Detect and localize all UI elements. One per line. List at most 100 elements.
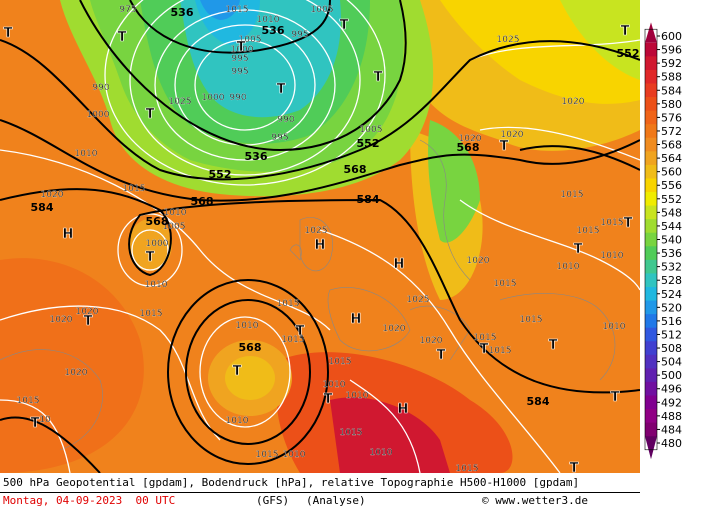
pressure-label: 1020 [562, 97, 585, 107]
colorbar-swatch [645, 354, 657, 369]
colorbar-label: 512 [661, 328, 682, 341]
colorbar-label: 600 [661, 30, 682, 43]
pressure-label: 1015 [329, 357, 352, 367]
colorbar-label: 500 [661, 369, 682, 382]
pressure-label: 995 [271, 133, 288, 143]
footer-credit: © www.wetter3.de [482, 494, 588, 507]
pressure-center: T [549, 338, 558, 353]
pressure-label: 1010 [346, 391, 369, 401]
geopotential-label: 568 [239, 341, 262, 354]
pressure-label: 1025 [407, 295, 430, 305]
colorbar-swatch [645, 83, 657, 98]
pressure-label: 1005 [311, 5, 334, 15]
colorbar-label: 524 [661, 288, 682, 301]
pressure-label: 1020 [76, 307, 99, 317]
colorbar-label: 536 [661, 247, 682, 260]
pressure-label: 1005 [239, 35, 262, 45]
pressure-center: T [480, 342, 489, 357]
pressure-center: H [63, 227, 74, 242]
map-labels: 975 1015101010051005100099599599599010001… [3, 5, 639, 476]
pressure-label: 1020 [459, 134, 482, 144]
geopotential-label: 584 [31, 201, 54, 214]
pressure-label: 1000 [87, 110, 110, 120]
colorbar-swatch [645, 124, 657, 139]
footer-run: (Analyse) [306, 494, 366, 507]
pressure-center: T [31, 416, 40, 431]
pressure-label: 1010 [236, 321, 259, 331]
pressure-label: 1015 [256, 450, 279, 460]
pressure-label: 1020 [41, 190, 64, 200]
geopotential-label: 536 [262, 24, 285, 37]
pressure-label: 990 [277, 115, 294, 125]
pressure-label: 1020 [420, 336, 443, 346]
pressure-label: 1005 [360, 125, 383, 135]
footer-description: 500 hPa Geopotential [gpdam], Bodendruck… [3, 476, 580, 489]
pressure-center: T [118, 30, 127, 45]
colorbar-label: 480 [661, 437, 682, 450]
pressure-center: T [624, 216, 633, 231]
colorbar-swatch [645, 42, 657, 57]
pressure-label: 990 [229, 93, 246, 103]
pressure-label: 1015 [601, 218, 624, 228]
pressure-center: T [437, 348, 446, 363]
colorbar-swatch [645, 192, 657, 207]
colorbar-label: 588 [661, 71, 682, 84]
pressure-center: T [4, 26, 13, 41]
colorbar-swatch [645, 422, 657, 437]
pressure-center: T [233, 364, 242, 379]
pressure-label: 1010 [75, 149, 98, 159]
colorbar-label: 572 [661, 125, 682, 138]
map-fields [0, 0, 640, 473]
pressure-label: 1020 [383, 324, 406, 334]
geopotential-label: 568 [457, 141, 480, 154]
geopotential-label: 536 [171, 6, 194, 19]
geopotential-label: 568 [344, 163, 367, 176]
pressure-label: 1015 [577, 226, 600, 236]
pressure-center: T [611, 390, 620, 405]
pressure-center: T [570, 461, 579, 476]
colorbar-swatch [645, 273, 657, 288]
pressure-center: T [84, 314, 93, 329]
pressure-label: 995 [231, 67, 248, 77]
colorbar-label: 540 [661, 234, 682, 247]
colorbar-swatch [645, 178, 657, 193]
colorbar-label: 564 [661, 152, 682, 165]
pressure-label: 1025 [169, 97, 192, 107]
pressure-center: H [315, 238, 326, 253]
colorbar-swatch [645, 110, 657, 125]
colorbar-label: 532 [661, 261, 682, 274]
colorbar-label: 516 [661, 315, 682, 328]
geopotential-label: 584 [527, 395, 550, 408]
pressure-center: T [277, 82, 286, 97]
colorbar-swatch [645, 219, 657, 234]
pressure-label: 1000 [146, 239, 169, 249]
colorbar-swatch [645, 259, 657, 274]
pressure-label: 995 [231, 54, 248, 64]
pressure-center: H [351, 312, 362, 327]
pressure-center: H [394, 257, 405, 272]
pressure-label: 990 [92, 83, 109, 93]
pressure-label: 10 [39, 415, 51, 425]
pressure-center: H [398, 402, 409, 417]
pressure-center: T [237, 40, 246, 55]
geopotential-label: 552 [209, 168, 232, 181]
colorbar-swatch [645, 97, 657, 112]
geopotential-label: 536 [245, 150, 268, 163]
colorbar-label: 552 [661, 193, 682, 206]
pressure-label: 1015 [474, 333, 497, 343]
map: 975 1015101010051005100099599599599010001… [0, 0, 682, 476]
pressure-label: 1010 [226, 416, 249, 426]
pressure-center: T [146, 250, 155, 265]
pressure-label: 1015 [340, 428, 363, 438]
colorbar-label: 504 [661, 356, 682, 369]
colorbar-swatch [645, 314, 657, 329]
pressure-label: 1020 [50, 315, 73, 325]
pressure-label: 1025 [497, 35, 520, 45]
geopotential-label: 568 [146, 215, 169, 228]
pressure-label: 1010 [557, 262, 580, 272]
pressure-center: T [296, 324, 305, 339]
colorbar-label: 548 [661, 206, 682, 219]
colorbar-label: 520 [661, 301, 682, 314]
pressure-label: 1015 [494, 279, 517, 289]
